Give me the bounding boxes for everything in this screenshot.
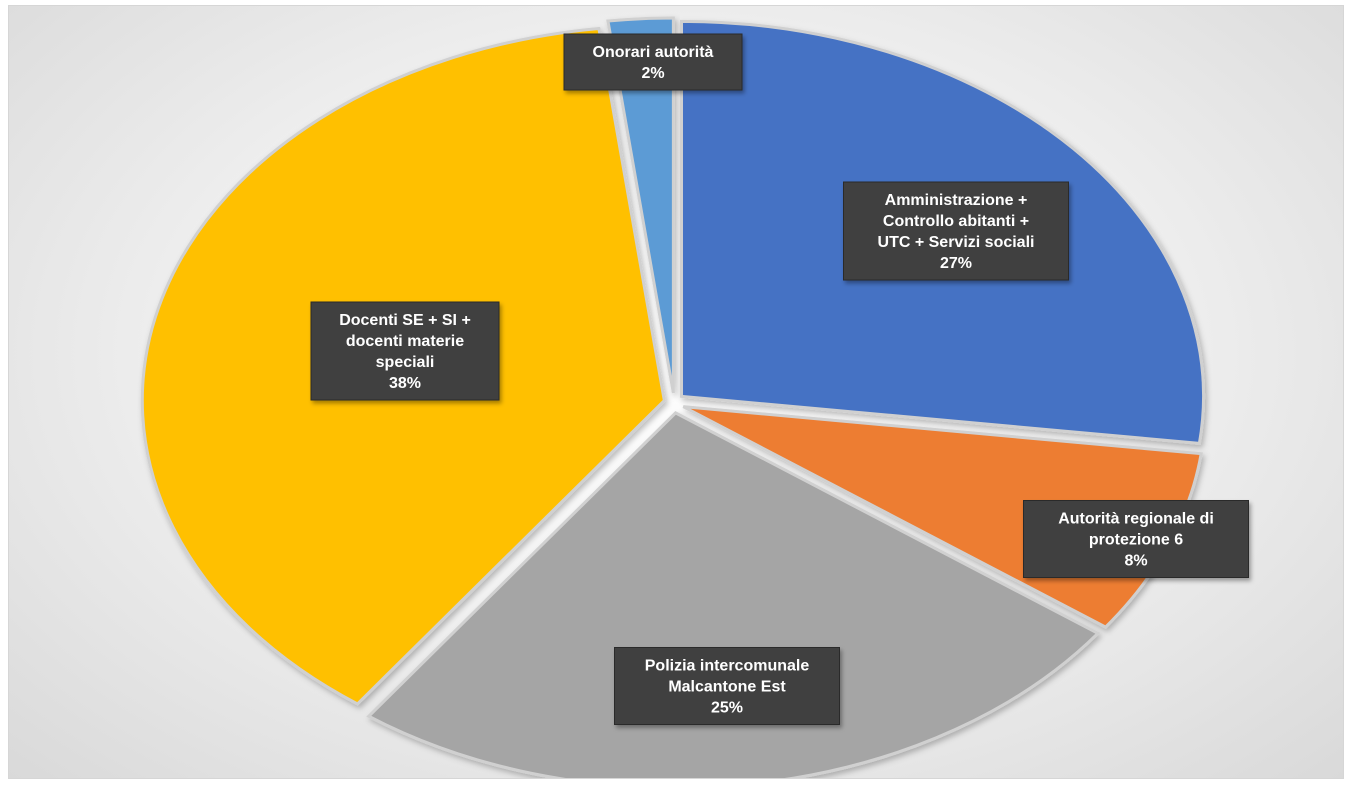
pie-data-labels: Amministrazione + Controllo abitanti + UTC… [310,33,1249,725]
data-label-percent: 25% [711,700,743,717]
data-label-percent: 8% [1124,553,1147,570]
data-label-box [614,647,840,725]
data-label-category: Docenti SE + SI + [339,312,471,329]
data-label-category: Malcantone Est [668,679,786,696]
data-label-box [310,301,500,401]
pie-chart: Amministrazione + Controllo abitanti + UTC… [140,16,1249,778]
data-label-category: Controllo abitanti + [883,213,1029,230]
data-label-5: Onorari autorità 2% [563,33,743,91]
data-label-box [563,33,743,91]
chart-area: Amministrazione + Controllo abitanti + UTC… [8,5,1344,779]
data-label-box [843,181,1069,281]
data-label-2: Autorità regionale di protezione 6 8% [1023,500,1249,578]
data-label-category: protezione 6 [1089,532,1183,549]
data-label-1: Amministrazione + Controllo abitanti + UTC… [843,181,1069,281]
data-label-3: Polizia intercomunale Malcantone Est 25% [614,647,840,725]
data-label-category: speciali [376,354,435,371]
data-label-percent: 27% [940,255,972,272]
pie-slice-5 [606,16,675,394]
data-label-category: Autorità regionale di [1058,511,1214,528]
data-label-category: Polizia intercomunale [645,658,810,675]
data-label-category: Amministrazione + [885,192,1028,209]
data-label-category: Onorari autorità [593,44,714,61]
pie-slice-3 [366,411,1101,778]
data-label-box [1023,500,1249,578]
data-label-percent: 2% [641,65,664,82]
data-label-category: docenti materie [346,333,464,350]
data-label-percent: 38% [389,375,421,392]
data-label-4: Docenti SE + SI + docenti materie speciali… [310,301,500,401]
data-label-category: UTC + Servizi sociali [878,234,1035,251]
